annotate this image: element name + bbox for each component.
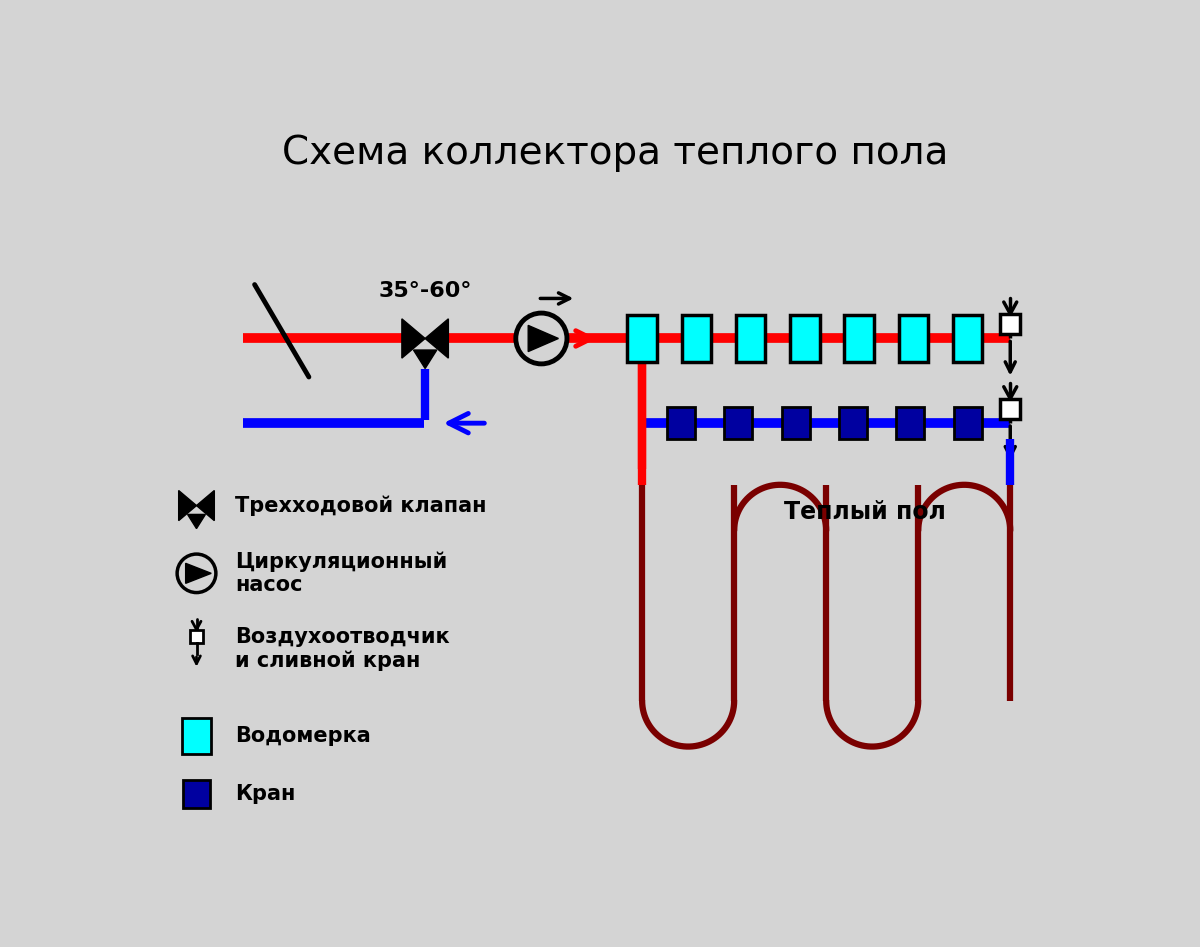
FancyBboxPatch shape <box>896 407 924 439</box>
FancyBboxPatch shape <box>181 718 211 754</box>
Polygon shape <box>414 350 437 368</box>
Bar <box>1000 313 1020 334</box>
Polygon shape <box>528 326 558 351</box>
Text: Циркуляционный
насос: Циркуляционный насос <box>235 551 448 595</box>
Polygon shape <box>197 491 215 521</box>
Polygon shape <box>402 319 425 358</box>
FancyBboxPatch shape <box>736 315 766 362</box>
Text: Теплый пол: Теплый пол <box>784 500 946 524</box>
FancyBboxPatch shape <box>899 315 928 362</box>
Polygon shape <box>425 319 449 358</box>
FancyBboxPatch shape <box>182 780 210 808</box>
FancyBboxPatch shape <box>954 407 982 439</box>
FancyBboxPatch shape <box>628 315 656 362</box>
FancyBboxPatch shape <box>845 315 874 362</box>
Bar <box>1000 399 1020 419</box>
Polygon shape <box>186 563 211 583</box>
FancyBboxPatch shape <box>781 407 810 439</box>
Polygon shape <box>179 491 197 521</box>
Text: Трехходовой клапан: Трехходовой клапан <box>235 495 487 516</box>
Bar <box>190 630 204 643</box>
FancyBboxPatch shape <box>839 407 866 439</box>
Text: 35°-60°: 35°-60° <box>378 280 472 301</box>
FancyBboxPatch shape <box>725 407 752 439</box>
Text: Кран: Кран <box>235 784 295 804</box>
FancyBboxPatch shape <box>667 407 695 439</box>
Text: Водомерка: Водомерка <box>235 725 371 746</box>
FancyBboxPatch shape <box>953 315 983 362</box>
Text: Воздухоотводчик
и сливной кран: Воздухоотводчик и сливной кран <box>235 627 450 670</box>
Text: Схема коллектора теплого пола: Схема коллектора теплого пола <box>282 134 948 172</box>
Polygon shape <box>187 514 205 528</box>
FancyBboxPatch shape <box>682 315 712 362</box>
FancyBboxPatch shape <box>790 315 820 362</box>
